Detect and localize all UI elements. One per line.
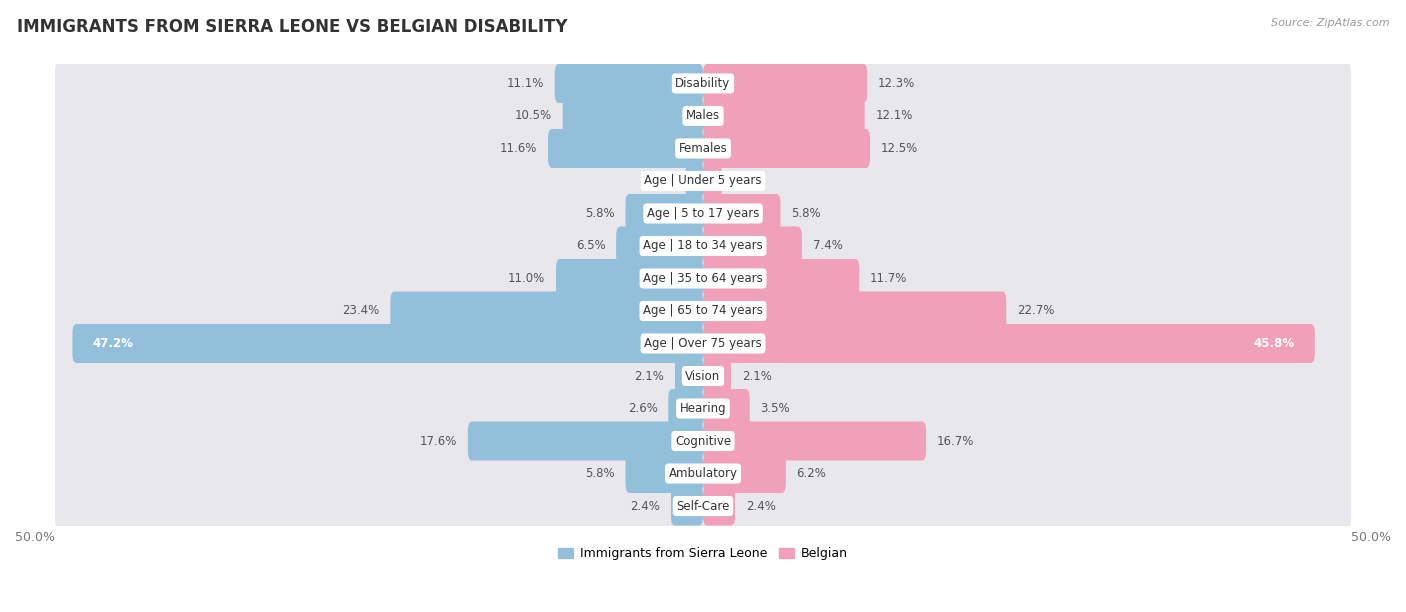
Text: Disability: Disability	[675, 77, 731, 90]
FancyBboxPatch shape	[626, 194, 703, 233]
Text: Age | Under 5 years: Age | Under 5 years	[644, 174, 762, 187]
Text: 5.8%: 5.8%	[585, 467, 614, 480]
FancyBboxPatch shape	[703, 291, 1007, 330]
FancyBboxPatch shape	[55, 123, 1351, 174]
Text: Females: Females	[679, 142, 727, 155]
FancyBboxPatch shape	[55, 253, 1351, 304]
Text: 2.1%: 2.1%	[634, 370, 664, 382]
Text: 11.0%: 11.0%	[508, 272, 546, 285]
Text: 5.8%: 5.8%	[792, 207, 821, 220]
FancyBboxPatch shape	[555, 259, 703, 298]
FancyBboxPatch shape	[703, 162, 721, 201]
FancyBboxPatch shape	[55, 480, 1351, 531]
Text: 11.7%: 11.7%	[870, 272, 907, 285]
Text: Hearing: Hearing	[679, 402, 727, 415]
FancyBboxPatch shape	[55, 351, 1351, 401]
FancyBboxPatch shape	[703, 97, 865, 135]
Text: 23.4%: 23.4%	[343, 305, 380, 318]
Text: 1.3%: 1.3%	[645, 174, 675, 187]
FancyBboxPatch shape	[562, 97, 703, 135]
FancyBboxPatch shape	[703, 487, 735, 526]
FancyBboxPatch shape	[55, 318, 1351, 369]
Text: 11.1%: 11.1%	[506, 77, 544, 90]
Text: Ambulatory: Ambulatory	[668, 467, 738, 480]
FancyBboxPatch shape	[55, 416, 1351, 466]
Text: Age | 65 to 74 years: Age | 65 to 74 years	[643, 305, 763, 318]
Text: 2.6%: 2.6%	[627, 402, 658, 415]
Text: 3.5%: 3.5%	[761, 402, 790, 415]
FancyBboxPatch shape	[55, 188, 1351, 239]
FancyBboxPatch shape	[671, 487, 703, 526]
Text: 17.6%: 17.6%	[420, 435, 457, 447]
Text: 45.8%: 45.8%	[1254, 337, 1295, 350]
Text: Males: Males	[686, 110, 720, 122]
Text: 7.4%: 7.4%	[813, 239, 842, 253]
FancyBboxPatch shape	[675, 357, 703, 395]
Text: 1.4%: 1.4%	[733, 174, 762, 187]
Text: Self-Care: Self-Care	[676, 499, 730, 512]
Text: Age | Over 75 years: Age | Over 75 years	[644, 337, 762, 350]
Text: Source: ZipAtlas.com: Source: ZipAtlas.com	[1271, 18, 1389, 28]
Text: 10.5%: 10.5%	[515, 110, 553, 122]
Text: Age | 35 to 64 years: Age | 35 to 64 years	[643, 272, 763, 285]
FancyBboxPatch shape	[703, 357, 731, 395]
FancyBboxPatch shape	[703, 194, 780, 233]
Text: Cognitive: Cognitive	[675, 435, 731, 447]
Text: 6.2%: 6.2%	[797, 467, 827, 480]
Text: 12.3%: 12.3%	[877, 77, 915, 90]
FancyBboxPatch shape	[703, 226, 801, 266]
Text: Age | 5 to 17 years: Age | 5 to 17 years	[647, 207, 759, 220]
Text: IMMIGRANTS FROM SIERRA LEONE VS BELGIAN DISABILITY: IMMIGRANTS FROM SIERRA LEONE VS BELGIAN …	[17, 18, 568, 36]
Text: 47.2%: 47.2%	[93, 337, 134, 350]
FancyBboxPatch shape	[668, 389, 703, 428]
Text: 5.8%: 5.8%	[585, 207, 614, 220]
FancyBboxPatch shape	[703, 259, 859, 298]
FancyBboxPatch shape	[616, 226, 703, 266]
FancyBboxPatch shape	[55, 221, 1351, 271]
Text: 22.7%: 22.7%	[1017, 305, 1054, 318]
FancyBboxPatch shape	[686, 162, 703, 201]
Text: 11.6%: 11.6%	[501, 142, 537, 155]
Text: 2.4%: 2.4%	[745, 499, 776, 512]
Text: Age | 18 to 34 years: Age | 18 to 34 years	[643, 239, 763, 253]
FancyBboxPatch shape	[703, 389, 749, 428]
FancyBboxPatch shape	[55, 286, 1351, 337]
FancyBboxPatch shape	[703, 454, 786, 493]
FancyBboxPatch shape	[468, 422, 703, 460]
Text: 12.5%: 12.5%	[880, 142, 918, 155]
FancyBboxPatch shape	[626, 454, 703, 493]
FancyBboxPatch shape	[703, 422, 927, 460]
FancyBboxPatch shape	[55, 58, 1351, 109]
FancyBboxPatch shape	[703, 64, 868, 103]
FancyBboxPatch shape	[703, 129, 870, 168]
FancyBboxPatch shape	[391, 291, 703, 330]
FancyBboxPatch shape	[72, 324, 703, 363]
Text: 2.1%: 2.1%	[742, 370, 772, 382]
Text: 12.1%: 12.1%	[876, 110, 912, 122]
Text: Vision: Vision	[685, 370, 721, 382]
FancyBboxPatch shape	[55, 155, 1351, 206]
FancyBboxPatch shape	[55, 91, 1351, 141]
Text: 6.5%: 6.5%	[575, 239, 606, 253]
FancyBboxPatch shape	[55, 383, 1351, 434]
FancyBboxPatch shape	[703, 324, 1315, 363]
Legend: Immigrants from Sierra Leone, Belgian: Immigrants from Sierra Leone, Belgian	[554, 542, 852, 565]
Text: 16.7%: 16.7%	[936, 435, 974, 447]
FancyBboxPatch shape	[555, 64, 703, 103]
Text: 2.4%: 2.4%	[630, 499, 661, 512]
FancyBboxPatch shape	[548, 129, 703, 168]
FancyBboxPatch shape	[55, 448, 1351, 499]
